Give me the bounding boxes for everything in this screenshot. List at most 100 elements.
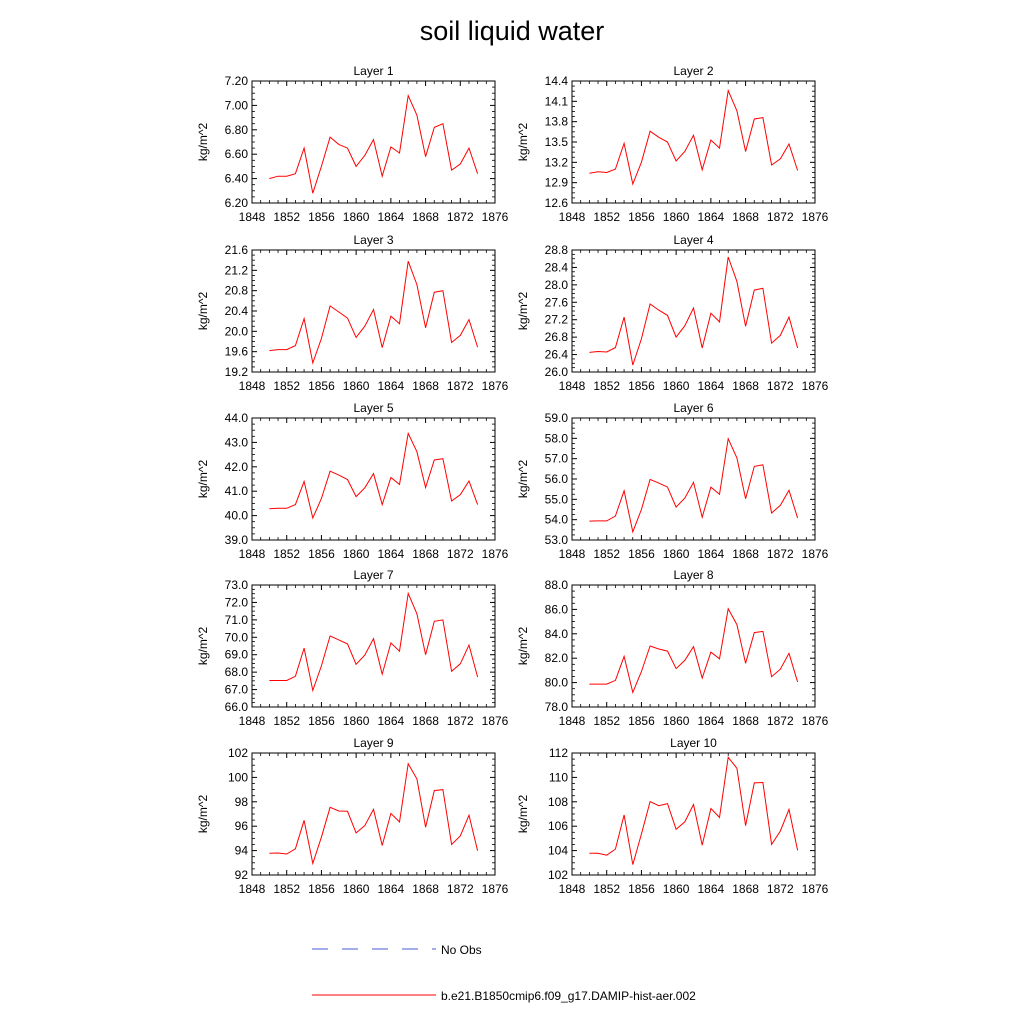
x-tick-label: 1852 bbox=[593, 714, 620, 728]
series-line bbox=[269, 93, 479, 194]
x-tick-label: 1860 bbox=[663, 547, 690, 561]
panel-title: Layer 2 bbox=[673, 64, 713, 78]
panel-title: Layer 9 bbox=[353, 736, 393, 750]
legend-model-label: b.e21.B1850cmip6.f09_g17.DAMIP-hist-aer.… bbox=[441, 989, 696, 1003]
y-tick-label: 6.40 bbox=[225, 172, 249, 186]
chart-panel: Layer 5 kg/m^2 1848 1852 1856 1860 1864 1868 187… bbox=[196, 401, 509, 561]
y-tick-label: 104 bbox=[548, 844, 568, 858]
x-tick-label: 1872 bbox=[447, 547, 474, 561]
panel-title: Layer 8 bbox=[673, 568, 713, 582]
x-tick-label: 1860 bbox=[343, 379, 370, 393]
series-line bbox=[269, 431, 479, 520]
x-tick-label: 1860 bbox=[343, 714, 370, 728]
y-tick-label: 70.0 bbox=[225, 630, 249, 644]
plot-frame bbox=[571, 249, 816, 373]
x-tick-label: 1868 bbox=[412, 547, 439, 561]
y-tick-label: 57.0 bbox=[545, 452, 569, 466]
x-tick-label: 1868 bbox=[732, 547, 759, 561]
panel-title: Layer 1 bbox=[353, 64, 393, 78]
y-tick-label: 21.2 bbox=[225, 263, 249, 277]
x-tick-label: 1852 bbox=[273, 882, 300, 896]
x-tick-label: 1848 bbox=[239, 547, 266, 561]
y-tick-label: 19.2 bbox=[225, 365, 249, 379]
x-tick-label: 1856 bbox=[628, 547, 655, 561]
plot-frame bbox=[571, 80, 816, 204]
x-tick-label: 1864 bbox=[698, 210, 725, 224]
x-tick-label: 1864 bbox=[698, 379, 725, 393]
y-axis-label: kg/m^2 bbox=[516, 123, 530, 162]
x-tick-label: 1868 bbox=[732, 882, 759, 896]
chart-panel: Layer 7 kg/m^2 1848 1852 1856 1860 1864 1868 187… bbox=[196, 568, 509, 728]
series-line bbox=[589, 88, 799, 186]
y-tick-label: 66.0 bbox=[225, 700, 249, 714]
x-tick-label: 1856 bbox=[308, 714, 335, 728]
y-tick-label: 40.0 bbox=[225, 509, 249, 523]
y-tick-label: 73.0 bbox=[225, 578, 249, 592]
y-tick-label: 28.4 bbox=[545, 260, 569, 274]
panel-title: Layer 10 bbox=[670, 736, 717, 750]
series-line bbox=[589, 256, 799, 366]
y-tick-label: 71.0 bbox=[225, 613, 249, 627]
x-tick-label: 1856 bbox=[628, 379, 655, 393]
y-tick-label: 110 bbox=[549, 770, 568, 784]
figure-title: soil liquid water bbox=[420, 16, 605, 46]
y-tick-label: 20.4 bbox=[225, 304, 249, 318]
y-tick-label: 68.0 bbox=[225, 665, 249, 679]
chart-panel: Layer 2 kg/m^2 1848 1852 1856 1860 1864 1868 187… bbox=[516, 64, 829, 224]
x-tick-label: 1876 bbox=[802, 547, 829, 561]
x-tick-label: 1856 bbox=[628, 210, 655, 224]
y-tick-label: 27.2 bbox=[545, 313, 569, 327]
x-tick-label: 1872 bbox=[447, 379, 474, 393]
series-line bbox=[269, 762, 479, 866]
x-tick-label: 1856 bbox=[308, 547, 335, 561]
y-tick-label: 108 bbox=[548, 795, 568, 809]
x-tick-label: 1876 bbox=[482, 882, 509, 896]
panel-title: Layer 5 bbox=[353, 401, 393, 415]
x-tick-label: 1876 bbox=[802, 379, 829, 393]
y-tick-label: 80.0 bbox=[545, 676, 569, 690]
y-axis-label: kg/m^2 bbox=[516, 795, 530, 834]
x-tick-label: 1860 bbox=[663, 210, 690, 224]
x-tick-label: 1876 bbox=[802, 714, 829, 728]
y-axis-label: kg/m^2 bbox=[516, 460, 530, 499]
y-tick-label: 69.0 bbox=[225, 648, 249, 662]
x-tick-label: 1876 bbox=[802, 210, 829, 224]
series-line bbox=[589, 607, 799, 695]
panel-title: Layer 7 bbox=[353, 568, 393, 582]
x-tick-label: 1852 bbox=[593, 379, 620, 393]
plot-frame bbox=[251, 80, 496, 204]
y-tick-label: 14.1 bbox=[545, 94, 569, 108]
x-tick-label: 1848 bbox=[239, 714, 266, 728]
plot-frame bbox=[251, 584, 496, 708]
x-tick-label: 1876 bbox=[482, 210, 509, 224]
y-tick-label: 96 bbox=[235, 819, 249, 833]
x-tick-label: 1852 bbox=[273, 210, 300, 224]
plot-frame bbox=[571, 752, 816, 876]
y-tick-label: 54.0 bbox=[545, 513, 569, 527]
chart-panel: Layer 4 kg/m^2 1848 1852 1856 1860 1864 1868 187… bbox=[516, 233, 829, 393]
y-tick-label: 53.0 bbox=[545, 533, 569, 547]
legend-no-obs-label: No Obs bbox=[441, 943, 482, 957]
chart-panel: Layer 8 kg/m^2 1848 1852 1856 1860 1864 1868 187… bbox=[516, 568, 829, 728]
x-tick-label: 1848 bbox=[239, 882, 266, 896]
x-tick-label: 1868 bbox=[412, 882, 439, 896]
y-tick-label: 26.4 bbox=[545, 348, 569, 362]
y-tick-label: 78.0 bbox=[545, 700, 569, 714]
x-tick-label: 1876 bbox=[482, 379, 509, 393]
y-tick-label: 6.20 bbox=[225, 196, 249, 210]
y-tick-label: 26.0 bbox=[545, 365, 569, 379]
x-tick-label: 1868 bbox=[732, 210, 759, 224]
y-tick-label: 12.9 bbox=[545, 176, 569, 190]
y-axis-label: kg/m^2 bbox=[196, 460, 210, 499]
x-tick-label: 1856 bbox=[628, 882, 655, 896]
y-tick-label: 84.0 bbox=[545, 627, 569, 641]
x-tick-label: 1848 bbox=[559, 882, 586, 896]
x-tick-label: 1860 bbox=[343, 547, 370, 561]
plot-frame bbox=[571, 417, 816, 541]
y-tick-label: 13.2 bbox=[545, 155, 569, 169]
chart-panel: Layer 1 kg/m^2 1848 1852 1856 1860 1864 1868 187… bbox=[196, 64, 509, 224]
x-tick-label: 1864 bbox=[698, 714, 725, 728]
plot-frame bbox=[571, 584, 816, 708]
y-tick-label: 58.0 bbox=[545, 431, 569, 445]
x-tick-label: 1864 bbox=[378, 210, 405, 224]
